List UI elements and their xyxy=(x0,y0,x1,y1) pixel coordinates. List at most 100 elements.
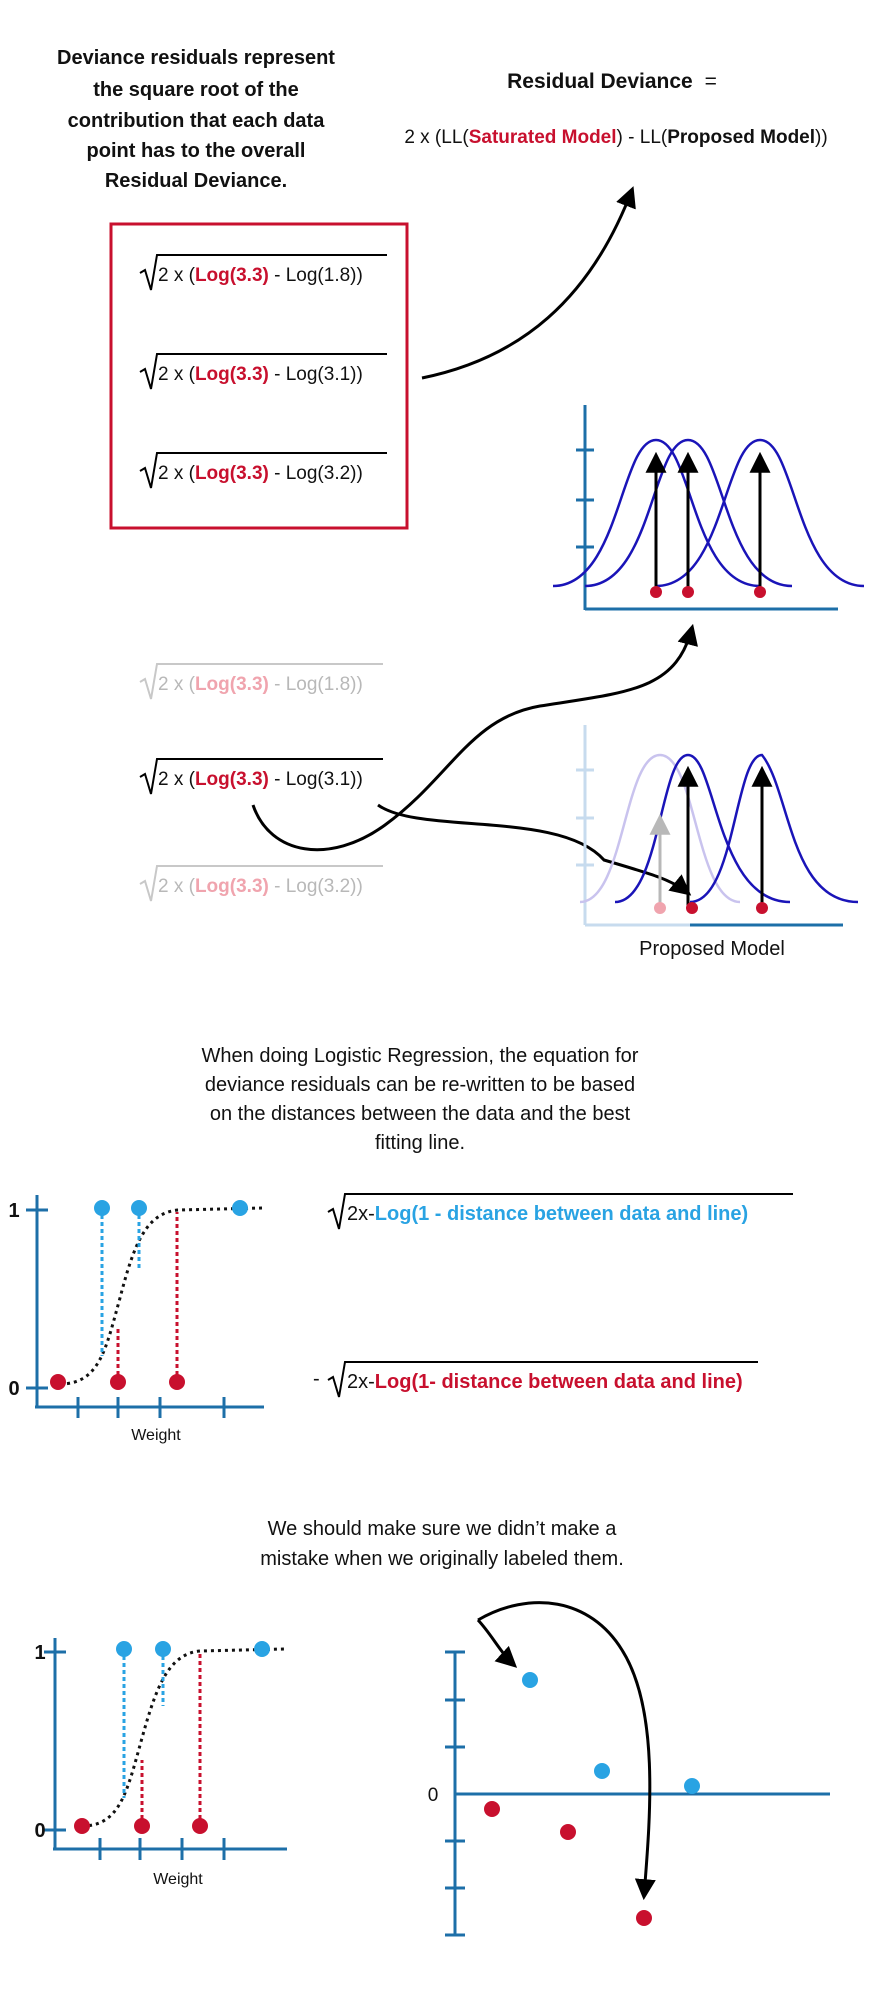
sqrt-sign xyxy=(327,1361,758,1398)
residual-point-blue xyxy=(594,1763,610,1779)
formula-text: 2x-Log(1 - distance between data and lin… xyxy=(347,1203,748,1225)
arrow-to-saturated-plot xyxy=(251,623,698,852)
section-1: Deviance residuals represent the square … xyxy=(57,47,865,960)
sqrt-sign xyxy=(139,865,383,902)
x-axis-label: Weight xyxy=(153,1871,203,1888)
arrow-to-residual-deviance xyxy=(421,186,636,380)
section-3: We should make sure we didn’t make a mis… xyxy=(34,1518,830,1937)
logistic-plot-2: 1 0 Weight xyxy=(34,1638,287,1888)
intro-text: When doing Logistic Regression, the equa… xyxy=(202,1045,639,1154)
logistic-plot: 1 0 Weight xyxy=(8,1195,264,1444)
deviance-term-3: 2 x (Log(3.3) - Log(3.2)) xyxy=(139,452,387,489)
faded-term-3: 2 x (Log(3.3) - Log(3.2)) xyxy=(139,865,383,902)
data-point-red xyxy=(192,1818,208,1834)
x-axis-label: Weight xyxy=(131,1427,181,1444)
y-ticks xyxy=(576,768,594,867)
intro-line: on the distances between the data and th… xyxy=(210,1103,631,1125)
term-text: 2 x (Log(3.3) - Log(1.8)) xyxy=(158,674,363,695)
data-point-faded xyxy=(654,902,666,914)
formula-positive: 2x-Log(1 - distance between data and lin… xyxy=(327,1193,793,1230)
term-text: 2 x (Log(3.3) - Log(3.2)) xyxy=(158,876,363,897)
faded-term-1: 2 x (Log(3.3) - Log(1.8)) xyxy=(139,663,383,700)
data-point xyxy=(686,902,698,914)
sqrt-sign xyxy=(139,758,383,795)
formula-text: 2x-Log(1- distance between data and line… xyxy=(347,1371,743,1393)
normal-curve xyxy=(584,438,793,588)
ticks xyxy=(26,1208,226,1418)
term-text: 2 x (Log(3.3) - Log(3.2)) xyxy=(158,463,363,484)
logistic-curve xyxy=(59,1206,263,1386)
proposed-model-label: Proposed Model xyxy=(639,938,785,960)
normal-curve xyxy=(552,438,761,588)
y-tick-label: 0 xyxy=(34,1820,45,1842)
arrow-to-proposed-plot xyxy=(377,803,692,896)
sqrt-sign xyxy=(327,1193,793,1230)
intro-line: mistake when we originally labeled them. xyxy=(260,1548,624,1570)
data-point xyxy=(756,902,768,914)
intro-line: point has to the overall xyxy=(87,140,306,162)
highlighted-term: 2 x (Log(3.3) - Log(3.1)) xyxy=(139,758,383,795)
ticks xyxy=(44,1650,226,1860)
data-point-blue xyxy=(254,1641,270,1657)
term-text: 2 x (Log(3.3) - Log(3.1)) xyxy=(158,769,363,790)
terms-box xyxy=(109,222,409,530)
formula-negative: - 2x-Log(1- distance between data and li… xyxy=(313,1361,758,1398)
zero-label: 0 xyxy=(428,1785,439,1806)
sqrt-sign xyxy=(139,452,387,489)
data-point xyxy=(650,586,662,598)
deviance-term-2: 2 x (Log(3.3) - Log(3.1)) xyxy=(139,353,387,390)
intro-line: the square root of the xyxy=(93,79,299,101)
residual-point-blue xyxy=(684,1778,700,1794)
saturated-model-plot xyxy=(552,405,865,611)
normal-curve xyxy=(614,753,791,904)
data-point-blue xyxy=(116,1641,132,1657)
residual-point-blue xyxy=(522,1672,538,1688)
sqrt-sign xyxy=(139,254,387,291)
term-text: 2 x (Log(3.3) - Log(1.8)) xyxy=(158,265,363,286)
arrow-into-plot xyxy=(476,1618,518,1668)
residual-point-red xyxy=(636,1910,652,1926)
intro-line: When doing Logistic Regression, the equa… xyxy=(202,1045,639,1067)
y-tick-label: 0 xyxy=(8,1378,19,1400)
normal-curve xyxy=(655,438,865,588)
data-point-red xyxy=(74,1818,90,1834)
data-point-blue xyxy=(94,1200,110,1216)
data-point-blue xyxy=(131,1200,147,1216)
data-point xyxy=(682,586,694,598)
intro-line: Residual Deviance. xyxy=(105,170,287,192)
y-ticks xyxy=(445,1650,465,1937)
residual-deviance-formula: 2 x (LL(Saturated Model) - LL(Proposed M… xyxy=(404,127,827,148)
deviance-term-1: 2 x (Log(3.3) - Log(1.8)) xyxy=(139,254,387,291)
data-point-red xyxy=(134,1818,150,1834)
logistic-curve xyxy=(81,1647,285,1828)
intro-text: We should make sure we didn’t make a mis… xyxy=(260,1518,624,1570)
intro-text: Deviance residuals represent the square … xyxy=(57,47,335,192)
data-point xyxy=(754,586,766,598)
y-tick-label: 1 xyxy=(8,1200,19,1222)
residual-point-red xyxy=(484,1801,500,1817)
proposed-model-plot: Proposed Model xyxy=(576,725,859,960)
residual-point-red xyxy=(560,1824,576,1840)
intro-line: deviance residuals can be re-written to … xyxy=(205,1074,635,1096)
data-point-red xyxy=(50,1374,66,1390)
intro-line: Deviance residuals represent xyxy=(57,47,335,69)
y-ticks xyxy=(576,448,594,549)
data-point-blue xyxy=(155,1641,171,1657)
intro-line: contribution that each data xyxy=(68,110,326,132)
normal-curve xyxy=(689,753,859,904)
minus-sign: - xyxy=(313,1368,320,1390)
section-2: When doing Logistic Regression, the equa… xyxy=(8,1045,793,1444)
y-tick-label: 1 xyxy=(34,1642,45,1664)
normal-curve-faded xyxy=(579,753,741,904)
term-text: 2 x (Log(3.3) - Log(3.1)) xyxy=(158,364,363,385)
data-point-red xyxy=(110,1374,126,1390)
intro-line: fitting line. xyxy=(375,1132,465,1154)
flip-arrow xyxy=(477,1601,656,1901)
intro-line: We should make sure we didn’t make a xyxy=(268,1518,618,1540)
data-point-blue xyxy=(232,1200,248,1216)
residual-plot: 0 xyxy=(428,1601,830,1937)
data-point-red xyxy=(169,1374,185,1390)
sqrt-sign xyxy=(139,663,383,700)
sqrt-sign xyxy=(139,353,387,390)
